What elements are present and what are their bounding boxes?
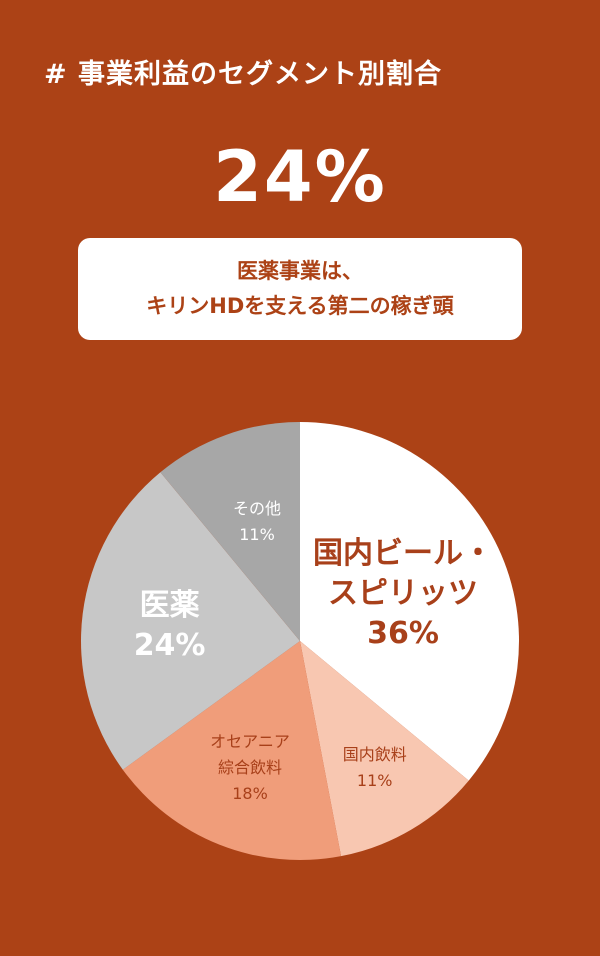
pie-slice-name: スピリッツ bbox=[328, 576, 478, 611]
callout-line-1: 医薬事業は、 bbox=[237, 259, 363, 283]
pie-slice-name: オセアニア bbox=[210, 732, 290, 751]
highlight-percentage: 24% bbox=[213, 136, 387, 218]
pie-slice-label: 医薬 24% bbox=[134, 588, 206, 663]
pie-slice bbox=[300, 641, 469, 857]
pie-slice bbox=[81, 472, 301, 770]
pie-slice-name: その他 bbox=[233, 499, 281, 518]
callout-line-2: キリンHDを支える第二の稼ぎ頭 bbox=[146, 294, 454, 318]
callout-box: 医薬事業は、 キリンHDを支える第二の稼ぎ頭 bbox=[78, 238, 522, 340]
pie-slice-percentage: 11% bbox=[357, 771, 393, 790]
pie-slice-label: オセアニア綜合飲料 18% bbox=[210, 732, 290, 803]
pie-slice-label: 国内ビール・スピリッツ 36% bbox=[313, 536, 493, 651]
pie-slice-name: 医薬 bbox=[140, 588, 200, 623]
pie-slice-percentage: 24% bbox=[134, 628, 206, 663]
pie-slice bbox=[300, 421, 520, 781]
pie-slice-percentage: 18% bbox=[232, 784, 268, 803]
pie-slice bbox=[122, 641, 342, 860]
pie-slice-percentage: 36% bbox=[367, 616, 439, 651]
pie-slice-label: 国内飲料 11% bbox=[343, 745, 407, 790]
pie-slice-name: 綜合飲料 bbox=[218, 758, 282, 777]
pie-slice-label: その他 11% bbox=[233, 499, 281, 544]
pie-slice-name: 国内ビール・ bbox=[313, 536, 493, 571]
page-title: # 事業利益のセグメント別割合 bbox=[44, 59, 443, 90]
pie-slice bbox=[160, 422, 300, 641]
pie-slice-name: 国内飲料 bbox=[343, 745, 407, 764]
pie-slice-percentage: 11% bbox=[239, 525, 275, 544]
